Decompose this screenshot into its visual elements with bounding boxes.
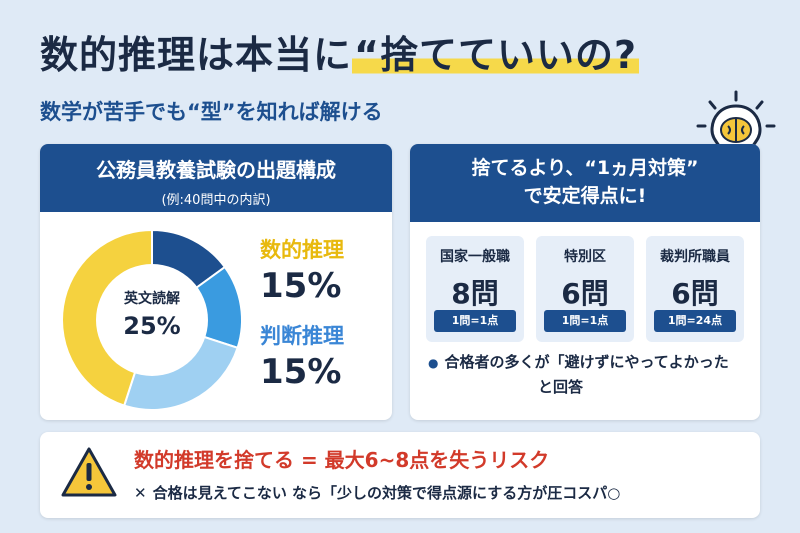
plan-title-line2: で安定得点に! bbox=[523, 185, 647, 207]
page-subtitle: 数学が苦手でも“型”を知れば解ける bbox=[40, 100, 383, 124]
plan-header: 捨てるより、“1ヵ月対策” で安定得点に! bbox=[410, 144, 760, 222]
exam-structure-subtitle: (例:40問中の内訳) bbox=[161, 193, 271, 208]
stat-value: 6問 bbox=[561, 277, 609, 310]
stat-label: 特別区 bbox=[564, 249, 606, 265]
stat-note: 1問=1点 bbox=[544, 310, 626, 332]
stat-box-saibansho: 裁判所職員 6問 1問=24点 bbox=[646, 236, 744, 342]
warning-icon bbox=[61, 447, 117, 497]
donut-hole bbox=[96, 264, 208, 376]
legend-name: 判断推理 bbox=[260, 324, 344, 348]
composition-donut-chart bbox=[61, 228, 243, 411]
stat-value: 8問 bbox=[451, 277, 499, 310]
stat-box-kokka-ippan: 国家一般職 8問 1問=1点 bbox=[426, 236, 524, 342]
title-main: 数的推理は本当に bbox=[40, 33, 353, 77]
donut-center-label: 英文読解 25% bbox=[96, 288, 208, 340]
exam-structure-title: 公務員教養試験の出題構成 bbox=[96, 158, 336, 182]
donut-center-name: 英文読解 bbox=[124, 291, 180, 307]
tip-text-row: ✕ 合格は見えてこない なら「少しの対策で得点源にする方が圧コスパ○ bbox=[134, 482, 620, 503]
exam-structure-card: 公務員教養試験の出題構成 (例:40問中の内訳) 英文読解 25% 数的推理 1… bbox=[40, 144, 392, 420]
stat-value: 6問 bbox=[671, 277, 719, 310]
tip-text: 合格は見えてこない なら「少しの対策で得点源にする方が圧コスパ○ bbox=[152, 484, 621, 502]
stat-box-tokubetsuku: 特別区 6問 1問=1点 bbox=[536, 236, 634, 342]
cross-icon: ✕ bbox=[134, 484, 147, 502]
bullet-icon: ● bbox=[428, 356, 439, 370]
exam-structure-header: 公務員教養試験の出題構成 (例:40問中の内訳) bbox=[40, 144, 392, 212]
legend-item-suteki-suiri: 数的推理 15% bbox=[260, 234, 344, 306]
note-line2: と回答 bbox=[538, 378, 584, 396]
donut-center-value: 25% bbox=[123, 312, 181, 340]
one-month-plan-card: 捨てるより、“1ヵ月対策” で安定得点に! 国家一般職 8問 1問=1点 特別区… bbox=[410, 144, 760, 420]
risk-banner: 数的推理を捨てる = 最大6~8点を失うリスク ✕ 合格は見えてこない なら「少し… bbox=[40, 432, 760, 518]
note-line1: 合格者の多くが「避けずにやってよかった bbox=[444, 353, 729, 371]
legend-name: 数的推理 bbox=[260, 238, 344, 262]
legend-value: 15% bbox=[260, 266, 342, 306]
page-title: 数的推理は本当に“捨てていいの? bbox=[40, 24, 640, 79]
legend-item-handan-suiri: 判断推理 15% bbox=[260, 320, 344, 392]
stat-label: 国家一般職 bbox=[440, 249, 510, 265]
stat-note: 1問=1点 bbox=[434, 310, 516, 332]
stat-note: 1問=24点 bbox=[654, 310, 736, 332]
risk-text: 数的推理を捨てる = 最大6~8点を失うリスク bbox=[134, 448, 550, 472]
stat-label: 裁判所職員 bbox=[660, 249, 730, 265]
title-highlight: “捨てていいの? bbox=[352, 33, 640, 77]
pass-note: ● 合格者の多くが「避けずにやってよかった と回答 bbox=[428, 350, 748, 399]
legend-value: 15% bbox=[260, 352, 342, 392]
plan-title-line1: 捨てるより、“1ヵ月対策” bbox=[471, 157, 699, 179]
